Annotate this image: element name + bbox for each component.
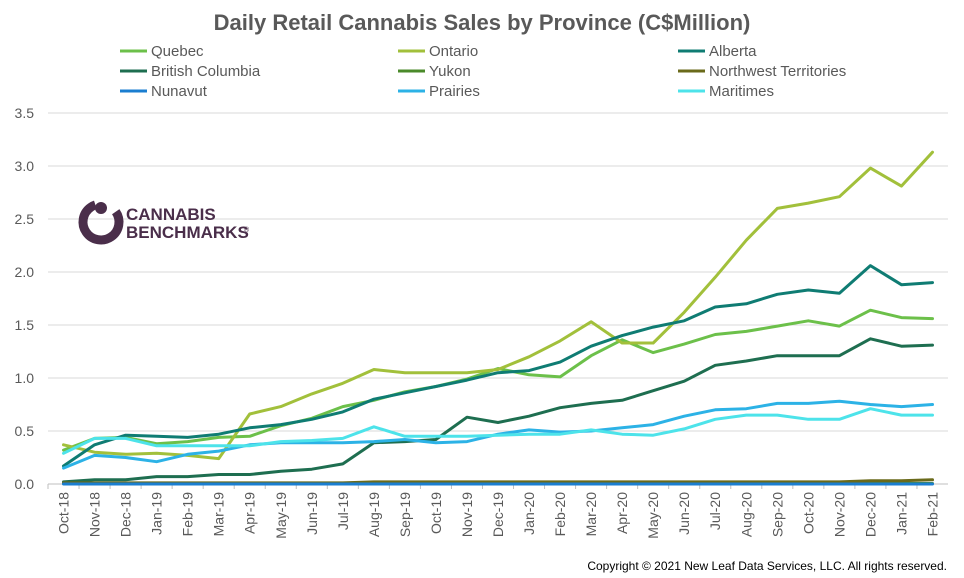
y-tick-label: 3.0	[15, 158, 35, 174]
legend-label: Alberta	[709, 43, 757, 60]
legend-item-alberta: Alberta	[678, 43, 757, 60]
legend-item-nunavut: Nunavut	[120, 83, 208, 100]
series-line-british-columbia	[62, 337, 934, 484]
y-tick-label: 0.0	[15, 476, 35, 492]
x-axis: Oct-18 Nov-18 Dec-18 Jan-19 Feb-19 Mar-19 Apr-…	[47, 484, 940, 539]
legend-label: Quebec	[151, 43, 204, 60]
x-tick-label: Oct-20	[800, 492, 816, 534]
x-tick-label: Mar-19	[211, 492, 227, 537]
x-tick-label: Jul-19	[335, 492, 351, 530]
legend-item-yukon: Yukon	[398, 63, 471, 80]
x-tick-label: Nov-19	[459, 492, 475, 537]
cannabis-benchmarks-logo: CANNABIS BENCHMARKS ®	[78, 199, 250, 245]
x-tick-label: Aug-20	[738, 492, 754, 537]
legend-item-maritimes: Maritimes	[678, 83, 774, 100]
y-tick-label: 1.0	[15, 370, 35, 386]
legend-label: Nunavut	[151, 83, 208, 100]
legend-label: Ontario	[429, 43, 478, 60]
x-tick-label: Jan-20	[521, 492, 537, 535]
x-tick-label: Dec-18	[118, 492, 134, 537]
series-line-alberta	[62, 264, 934, 468]
legend-item-british-columbia: British Columbia	[120, 63, 261, 80]
legend-item-ontario: Ontario	[398, 43, 478, 60]
x-tick-label: Jun-20	[676, 492, 692, 535]
x-tick-label: Dec-20	[862, 492, 878, 537]
series-line-ontario	[62, 150, 934, 461]
x-tick-label: Feb-21	[924, 492, 940, 537]
legend-label: Prairies	[429, 83, 480, 100]
x-tick-label: May-19	[273, 492, 289, 539]
x-tick-label: Sep-19	[397, 492, 413, 537]
x-tick-label: Oct-18	[56, 492, 72, 534]
y-tick-label: 3.5	[15, 105, 35, 121]
legend-item-prairies: Prairies	[398, 83, 480, 100]
legend-item-northwest-territories: Northwest Territories	[678, 63, 846, 80]
logo-line-1: CANNABIS	[126, 205, 216, 224]
y-axis: 0.0 0.5 1.0 1.5 2.0 2.5 3.0 3.5	[15, 105, 35, 492]
legend: Quebec Ontario Alberta British Columbia Yuko…	[120, 43, 846, 100]
chart-title: Daily Retail Cannabis Sales by Province …	[214, 10, 751, 35]
logo-dot-icon	[95, 202, 107, 214]
legend-item-quebec: Quebec	[120, 43, 204, 60]
y-tick-label: 2.5	[15, 211, 35, 227]
x-tick-label: Dec-19	[490, 492, 506, 537]
x-tick-label: Sep-20	[769, 492, 785, 537]
x-tick-label: Aug-19	[366, 492, 382, 537]
x-tick-label: Apr-20	[614, 492, 630, 534]
x-tick-label: Nov-18	[87, 492, 103, 537]
x-tick-label: Nov-20	[831, 492, 847, 537]
legend-label: Northwest Territories	[709, 63, 846, 80]
x-tick-label: Feb-20	[552, 492, 568, 537]
legend-label: British Columbia	[151, 63, 261, 80]
series-line-quebec	[62, 308, 934, 452]
logo-mark-icon	[78, 199, 124, 245]
gridlines	[48, 112, 948, 485]
x-tick-label: Apr-19	[242, 492, 258, 534]
x-tick-label: Jul-20	[707, 492, 723, 530]
x-tick-label: Feb-19	[180, 492, 196, 537]
legend-label: Yukon	[429, 63, 471, 80]
legend-label: Maritimes	[709, 83, 774, 100]
logo-line-2: BENCHMARKS	[126, 223, 249, 242]
x-tick-label: Jun-19	[304, 492, 320, 535]
x-tick-label: Mar-20	[583, 492, 599, 537]
y-tick-label: 2.0	[15, 264, 35, 280]
y-tick-label: 0.5	[15, 423, 35, 439]
copyright-notice: Copyright © 2021 New Leaf Data Services,…	[587, 559, 947, 573]
logo-registered-mark: ®	[244, 226, 250, 234]
series-line-northwest-territories	[62, 478, 934, 485]
series-lines	[62, 150, 934, 486]
series-line-maritimes	[62, 407, 934, 455]
x-tick-label: Oct-19	[428, 492, 444, 534]
x-tick-label: Jan-21	[893, 492, 909, 535]
y-tick-label: 1.5	[15, 317, 35, 333]
x-tick-label: May-20	[645, 492, 661, 539]
x-tick-label: Jan-19	[149, 492, 165, 535]
